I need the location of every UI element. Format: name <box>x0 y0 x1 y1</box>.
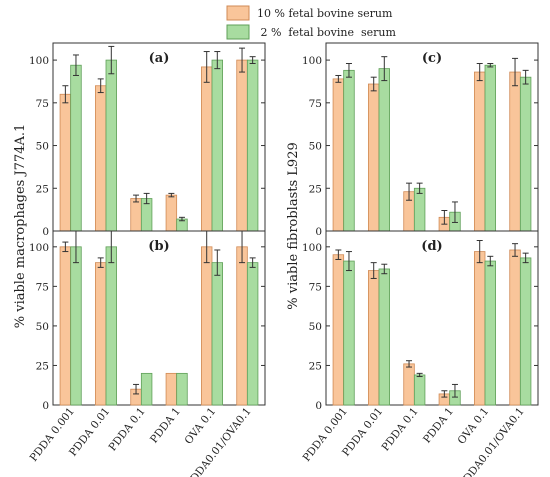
bar <box>367 83 380 232</box>
bar <box>246 59 259 232</box>
bar <box>165 194 178 232</box>
bar <box>484 64 497 232</box>
y-tick-label: 25 <box>36 183 49 195</box>
x-tick-label: PDDA 0.1 <box>107 405 148 453</box>
bar <box>105 246 118 406</box>
panel-b: 0 25 50 75 100 (b) <box>29 230 266 412</box>
y-tick-label: 100 <box>29 55 49 67</box>
bar <box>59 93 72 232</box>
bar <box>343 260 355 406</box>
x-tick-label: PDDA 1 <box>421 405 456 445</box>
panel-a: 0 25 50 75 100 (a) <box>29 42 266 238</box>
bar <box>519 257 532 406</box>
bar <box>200 66 213 232</box>
bar <box>200 246 213 406</box>
panel-frame <box>325 230 539 406</box>
y-tick-label: 0 <box>315 226 322 238</box>
x-tick-label: PDDA 0.1 <box>380 405 421 453</box>
bar <box>211 262 224 406</box>
legend: 10 % fetal bovine serum 2 % fetal bovine… <box>226 5 396 40</box>
bar <box>70 64 82 232</box>
panel-tag: (d) <box>421 239 442 254</box>
bar <box>403 363 415 406</box>
bar <box>332 78 345 232</box>
bar <box>165 372 178 406</box>
x-tick-label: OVA 0.1 <box>182 405 218 446</box>
y-tick-label: 50 <box>309 141 322 153</box>
y-axis-title-right: % viable fibroblasts L929 <box>286 142 301 309</box>
y-tick-label: 100 <box>302 55 322 67</box>
bar <box>211 59 224 232</box>
bar <box>95 85 107 232</box>
panel-tag: (a) <box>149 51 170 66</box>
panel-frame <box>52 230 266 406</box>
bar <box>473 251 486 406</box>
y-tick-label: 75 <box>309 281 322 293</box>
y-tick-label: 0 <box>42 226 49 238</box>
y-tick-label: 0 <box>42 400 49 412</box>
legend-label-2pct: 2 % fetal bovine serum <box>257 26 396 39</box>
bar <box>105 59 118 232</box>
x-tick-label: PDDA 0.001 <box>28 405 77 464</box>
bar <box>236 59 248 232</box>
y-tick-label: 25 <box>36 360 49 372</box>
x-tick-label: OVA 0.1 <box>455 405 491 446</box>
y-tick-label: 100 <box>302 242 322 254</box>
x-tick-label: PDDA 0.001 <box>301 405 350 464</box>
bar <box>509 71 521 232</box>
bar <box>413 187 426 232</box>
bar <box>59 246 72 406</box>
panel-tag: (c) <box>422 51 442 66</box>
bar <box>413 374 426 406</box>
y-tick-label: 50 <box>36 141 49 153</box>
panel-c: 0 25 50 75 100 (c) <box>302 42 539 238</box>
bar <box>70 246 82 406</box>
bar <box>176 372 188 406</box>
y-tick-label: 25 <box>309 360 322 372</box>
y-axis-title-left: % viable macrophages J774A.1 <box>13 124 28 329</box>
bar <box>484 260 497 406</box>
bar <box>367 270 380 406</box>
y-tick-label: 50 <box>36 321 49 333</box>
bar <box>95 262 107 406</box>
y-tick-label: 75 <box>309 98 322 110</box>
bar <box>473 71 486 232</box>
y-tick-label: 25 <box>309 183 322 195</box>
panel-frame <box>325 42 539 232</box>
legend-label-10pct: 10 % fetal bovine serum <box>257 7 393 20</box>
bar <box>332 254 345 406</box>
panel-frame <box>52 42 266 232</box>
bar <box>236 246 248 406</box>
bar <box>509 249 521 406</box>
x-tick-label: PDDA 1 <box>148 405 183 445</box>
bar <box>378 68 391 232</box>
panel-tag: (b) <box>148 239 169 254</box>
panel-d: 0 25 50 75 100 (d) <box>302 230 539 412</box>
bar <box>519 76 532 232</box>
y-tick-label: 75 <box>36 98 49 110</box>
y-tick-label: 0 <box>315 400 322 412</box>
legend-swatch-2pct <box>226 24 250 40</box>
y-tick-label: 75 <box>36 281 49 293</box>
legend-swatch-10pct <box>226 5 250 21</box>
bar <box>246 262 259 406</box>
bar <box>130 198 142 232</box>
bar <box>378 268 391 406</box>
bar <box>343 69 355 232</box>
bar <box>140 372 153 406</box>
y-tick-label: 50 <box>309 321 322 333</box>
y-tick-label: 100 <box>29 242 49 254</box>
